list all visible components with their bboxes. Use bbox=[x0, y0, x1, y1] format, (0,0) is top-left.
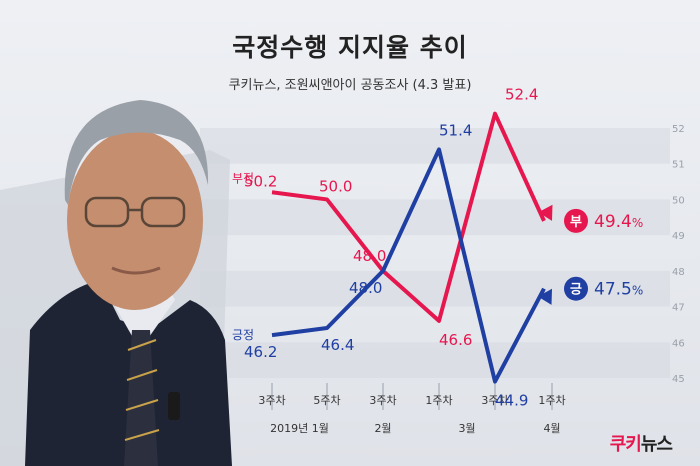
glasses-left-lens bbox=[84, 196, 130, 228]
data-label: 51.4 bbox=[439, 121, 472, 139]
y-tick-label: 49 bbox=[672, 231, 685, 242]
y-tick-label: 51 bbox=[672, 160, 685, 171]
y-tick-label: 50 bbox=[672, 195, 685, 206]
end-badge-text: 부 bbox=[570, 215, 582, 230]
x-tick-label: 3주차 bbox=[481, 394, 508, 407]
y-tick-label: 52 bbox=[672, 124, 685, 135]
x-tick-label: 1주차 bbox=[538, 394, 565, 407]
brand-logo: 쿠키뉴스 bbox=[609, 434, 673, 455]
data-label: 48.0 bbox=[353, 247, 386, 265]
data-label: 44.9 bbox=[495, 392, 528, 410]
suit-jacket bbox=[25, 280, 232, 466]
end-badge bbox=[564, 276, 588, 301]
y-tick-label: 48 bbox=[672, 267, 685, 278]
final-value-label: 47.5% bbox=[594, 280, 643, 300]
data-label: 50.2 bbox=[244, 172, 277, 190]
x-tick-label: 1주차 bbox=[425, 394, 452, 407]
y-tick-label: 46 bbox=[672, 338, 685, 349]
series-name-label: 부정 bbox=[232, 171, 254, 185]
series-line-1 bbox=[271, 147, 546, 384]
x-tick-label: 3주차 bbox=[369, 394, 396, 407]
x-tick-label: 3주차 bbox=[258, 394, 285, 407]
series-arrow-0 bbox=[538, 204, 553, 221]
glasses-right-lens bbox=[140, 196, 186, 228]
grid-band bbox=[200, 342, 670, 378]
data-label: 46.4 bbox=[321, 336, 354, 354]
chart-subtitle: 쿠키뉴스, 조원씨앤아이 공동조사 (4.3 발표) bbox=[228, 78, 472, 93]
x-tick-label: 5주차 bbox=[313, 394, 340, 407]
y-tick-label: 45 bbox=[672, 374, 685, 385]
series-arrow-1 bbox=[537, 288, 552, 305]
x-group-label: 4월 bbox=[543, 422, 560, 435]
x-group-label: 2019년 1월 bbox=[270, 422, 329, 435]
portrait-photo bbox=[0, 100, 232, 466]
unit-label: % bbox=[632, 284, 643, 298]
unit-label: % bbox=[632, 216, 643, 230]
x-group-label: 3월 bbox=[458, 422, 475, 435]
face bbox=[67, 130, 203, 310]
data-label: 52.4 bbox=[505, 86, 538, 104]
lapel-microphone bbox=[168, 392, 180, 420]
series-line-0 bbox=[271, 111, 546, 323]
y-tick-label: 47 bbox=[672, 303, 685, 314]
grid-band bbox=[200, 270, 670, 307]
hair bbox=[64, 100, 209, 205]
chart-title: 국정수행 지지율 추이 bbox=[232, 33, 468, 62]
data-label: 46.6 bbox=[439, 331, 472, 349]
end-badge bbox=[564, 208, 588, 233]
x-group-label: 2월 bbox=[374, 422, 391, 435]
final-value-label: 49.4% bbox=[594, 212, 643, 232]
end-badge-text: 긍 bbox=[570, 283, 582, 298]
data-label: 46.2 bbox=[244, 343, 277, 361]
data-label: 48.0 bbox=[349, 279, 382, 297]
grid-band bbox=[200, 199, 670, 236]
series-name-label: 긍정 bbox=[232, 328, 254, 342]
data-label: 50.0 bbox=[319, 177, 352, 195]
